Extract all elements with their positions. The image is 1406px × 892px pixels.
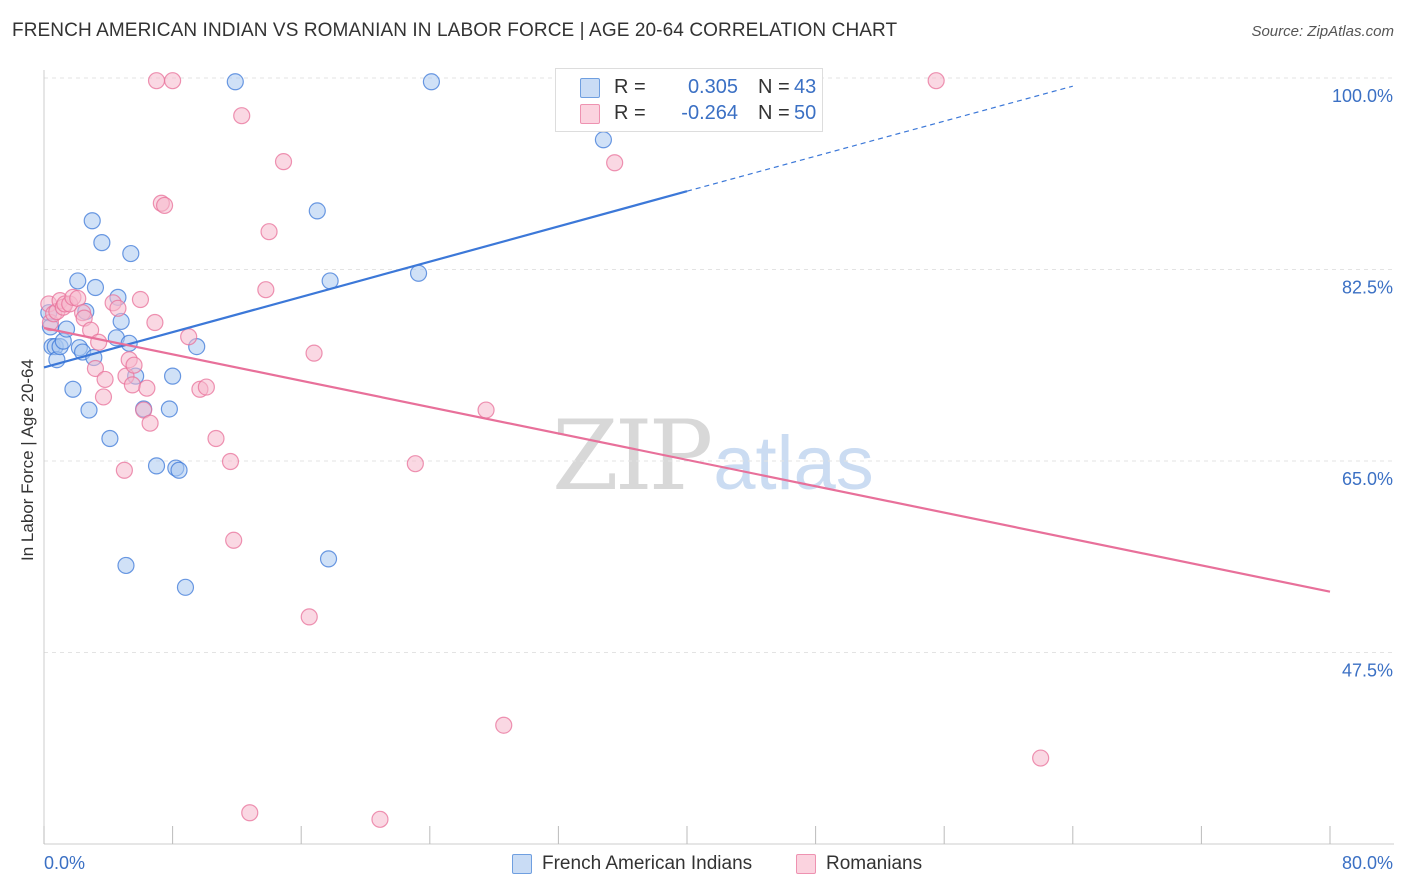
data-point-romanians: [146, 313, 164, 332]
legend-swatch-pink: [796, 854, 816, 874]
trend-line-romanians: [43, 326, 1331, 593]
source-credit: Source: ZipAtlas.com: [1251, 23, 1394, 40]
data-point-french-american-indians: [117, 556, 135, 575]
data-point-french-american-indians: [409, 264, 428, 282]
legend-swatch-blue: [512, 854, 532, 874]
stats-swatch-pink: [580, 104, 600, 124]
data-point-romanians: [241, 804, 259, 822]
data-point-romanians: [141, 414, 159, 432]
stats-n-value: 43: [794, 76, 817, 98]
y-tick-label: 47.5%: [1342, 661, 1393, 681]
data-point-french-american-indians: [160, 400, 178, 418]
y-tick-label: 65.0%: [1342, 469, 1393, 489]
y-tick-label: 100.0%: [1332, 86, 1393, 106]
stats-r-value: -0.264: [681, 102, 738, 124]
data-point-romanians: [257, 281, 275, 299]
legend-label: French American Indians: [542, 853, 753, 874]
data-point-french-american-indians: [176, 578, 195, 596]
data-point-romanians: [233, 107, 251, 125]
data-point-romanians: [155, 196, 174, 215]
stats-r-label: R =: [614, 76, 646, 98]
data-point-romanians: [147, 72, 166, 90]
stats-r-label: R =: [614, 102, 646, 124]
data-point-french-american-indians: [101, 429, 119, 448]
data-point-french-american-indians: [170, 461, 188, 479]
data-point-french-american-indians: [93, 234, 111, 252]
legend-label: Romanians: [826, 853, 923, 874]
data-point-romanians: [406, 455, 424, 473]
data-point-romanians: [300, 608, 318, 626]
stats-swatch-blue: [580, 78, 600, 98]
data-point-romanians: [86, 359, 105, 378]
chart-title: FRENCH AMERICAN INDIAN VS ROMANIAN IN LA…: [12, 20, 898, 41]
data-point-romanians: [371, 810, 389, 828]
data-point-romanians: [90, 333, 108, 351]
data-point-romanians: [197, 378, 215, 396]
data-point-french-american-indians: [69, 272, 87, 290]
data-point-romanians: [606, 154, 624, 172]
data-point-french-american-indians: [422, 73, 441, 91]
data-point-romanians: [495, 716, 513, 734]
data-point-romanians: [123, 376, 142, 394]
data-point-romanians: [69, 289, 87, 308]
data-point-french-american-indians: [308, 202, 326, 220]
data-point-romanians: [164, 72, 182, 90]
data-point-romanians: [131, 290, 150, 309]
data-point-french-american-indians: [80, 401, 98, 419]
data-point-romanians: [94, 388, 113, 406]
data-point-romanians: [221, 452, 240, 471]
data-point-french-american-indians: [226, 73, 244, 91]
trend-line-extension: [686, 85, 1073, 192]
data-point-romanians: [1032, 749, 1050, 767]
data-point-french-american-indians: [319, 550, 338, 568]
data-point-romanians: [305, 344, 323, 362]
data-point-romanians: [109, 299, 127, 317]
watermark: ZIPatlas: [552, 400, 874, 512]
data-point-romanians: [138, 379, 156, 397]
data-point-french-american-indians: [122, 244, 140, 263]
watermark-zip: ZIP: [552, 400, 713, 512]
data-point-romanians: [207, 429, 225, 448]
data-point-romanians: [927, 72, 945, 90]
data-point-romanians: [477, 401, 495, 419]
data-point-romanians: [274, 153, 293, 171]
data-point-french-american-indians: [83, 212, 101, 230]
data-point-romanians: [180, 328, 198, 346]
stats-r-value: 0.305: [687, 76, 738, 98]
stats-n-label: N =: [758, 76, 790, 98]
data-point-romanians: [115, 461, 133, 479]
data-point-french-american-indians: [64, 380, 82, 398]
x-tick-label-min: 0.0%: [44, 853, 86, 873]
data-point-romanians: [96, 370, 114, 389]
data-point-french-american-indians: [164, 367, 182, 385]
data-point-romanians: [225, 531, 243, 549]
data-point-french-american-indians: [147, 457, 166, 475]
data-point-french-american-indians: [594, 131, 613, 149]
stats-n-value: 50: [794, 102, 817, 124]
stats-n-label: N =: [758, 102, 790, 124]
x-tick-label-max: 80.0%: [1341, 853, 1393, 873]
data-point-romanians: [125, 356, 143, 374]
data-point-french-american-indians: [86, 278, 105, 297]
trend-line-french-american-indians: [43, 190, 688, 369]
stats-box: R = 0.305 N = 43 R = -0.264 N = 50: [555, 68, 823, 132]
y-tick-label: 82.5%: [1342, 278, 1393, 298]
data-point-romanians: [260, 223, 278, 241]
